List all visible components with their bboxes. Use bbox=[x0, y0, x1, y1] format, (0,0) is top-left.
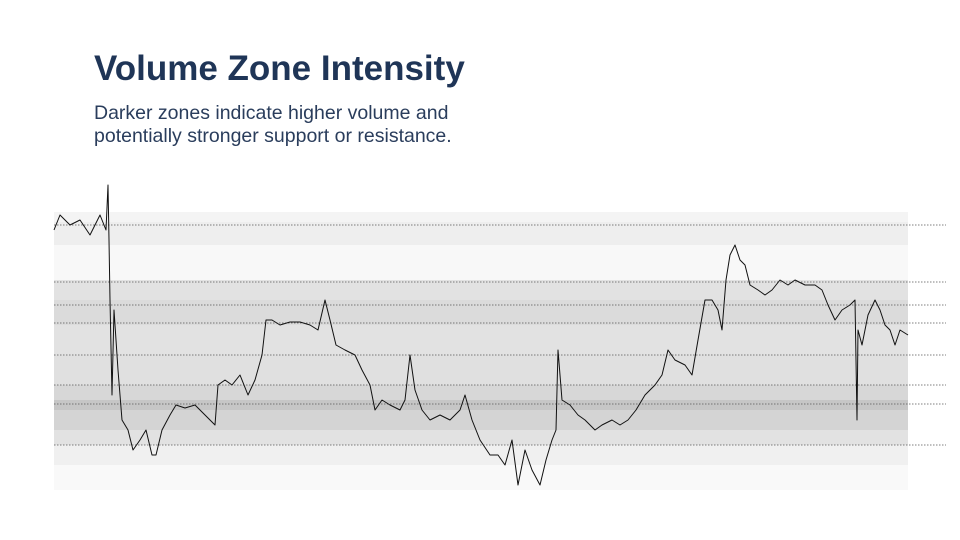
volume-zone bbox=[54, 300, 908, 325]
volume-zone bbox=[54, 325, 908, 355]
volume-zone bbox=[54, 430, 908, 445]
volume-zone bbox=[54, 400, 908, 410]
volume-zone bbox=[54, 212, 908, 222]
volume-zone bbox=[54, 385, 908, 400]
volume-zone bbox=[54, 465, 908, 490]
price-line bbox=[53, 184, 909, 486]
volume-zone bbox=[54, 245, 908, 280]
chart-title: Volume Zone Intensity bbox=[94, 49, 465, 88]
subtitle-line: Darker zones indicate higher volume and bbox=[94, 102, 448, 124]
volume-zone bbox=[54, 222, 908, 245]
subtitle-line: potentially stronger support or resistan… bbox=[94, 125, 452, 147]
volume-zone bbox=[54, 410, 908, 430]
volume-zone bbox=[54, 355, 908, 385]
volume-zone bbox=[54, 280, 908, 300]
volume-zone bbox=[54, 445, 908, 465]
